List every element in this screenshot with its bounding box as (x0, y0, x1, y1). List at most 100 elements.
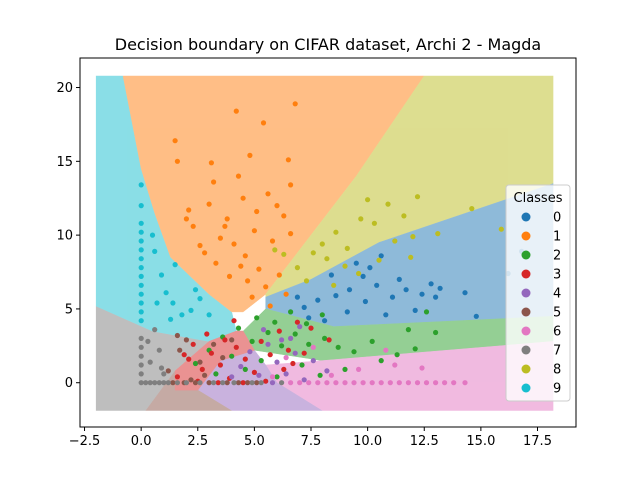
point-class-4 (265, 341, 271, 347)
point-class-9 (138, 203, 144, 209)
x-tick-label: 0.0 (131, 434, 152, 449)
legend-marker-5 (521, 307, 531, 317)
point-class-6 (462, 380, 468, 386)
point-class-1 (235, 173, 242, 179)
point-class-3 (190, 341, 196, 347)
point-class-7 (258, 380, 264, 386)
point-class-9 (170, 300, 176, 306)
point-class-1 (260, 120, 267, 126)
point-class-9 (138, 256, 144, 262)
point-class-6 (360, 380, 366, 386)
point-class-6 (297, 380, 303, 386)
point-class-2 (369, 338, 375, 344)
point-class-9 (138, 309, 144, 315)
legend-marker-8 (521, 364, 531, 374)
point-class-8 (310, 250, 316, 256)
point-class-6 (306, 380, 312, 386)
point-class-4 (238, 363, 244, 370)
point-class-2 (258, 358, 264, 364)
point-class-1 (274, 203, 280, 209)
point-class-1 (251, 228, 257, 234)
point-class-5 (211, 341, 217, 347)
point-class-7 (152, 327, 158, 333)
point-class-4 (279, 337, 285, 343)
point-class-8 (498, 226, 504, 232)
point-class-0 (344, 309, 350, 315)
point-class-8 (281, 251, 287, 257)
point-class-8 (303, 278, 310, 284)
point-class-8 (331, 282, 337, 288)
point-class-8 (319, 241, 325, 247)
point-class-9 (138, 291, 144, 297)
legend-label-9: 9 (553, 382, 561, 397)
chart-title: Decision boundary on CIFAR dataset, Arch… (115, 35, 541, 54)
point-class-1 (288, 182, 294, 188)
point-class-4 (269, 380, 276, 386)
point-class-7 (161, 380, 167, 386)
point-class-5 (165, 368, 171, 374)
point-class-9 (197, 296, 203, 302)
point-class-9 (138, 318, 144, 324)
point-class-5 (197, 359, 203, 365)
point-class-0 (433, 294, 439, 300)
point-class-8 (358, 216, 364, 222)
y-tick-label: 20 (56, 81, 73, 96)
point-class-9 (206, 312, 212, 318)
point-class-3 (267, 352, 273, 358)
point-class-0 (389, 294, 396, 300)
point-class-7 (138, 362, 144, 368)
point-class-8 (356, 270, 362, 277)
point-class-3 (181, 352, 187, 358)
legend-label-8: 8 (553, 363, 561, 378)
point-class-1 (288, 231, 294, 237)
point-class-6 (283, 355, 289, 361)
point-class-9 (192, 287, 199, 293)
point-class-0 (362, 298, 368, 305)
point-class-3 (301, 350, 307, 356)
point-class-6 (342, 380, 348, 386)
point-class-1 (172, 138, 178, 144)
point-class-7 (220, 380, 226, 386)
point-class-1 (213, 260, 219, 266)
point-class-2 (235, 325, 242, 331)
point-class-4 (229, 374, 235, 380)
point-class-1 (292, 101, 298, 107)
point-class-7 (147, 359, 153, 365)
point-class-3 (186, 356, 192, 362)
y-tick-label: 0 (65, 376, 73, 391)
point-class-1 (224, 216, 230, 222)
point-class-9 (172, 262, 178, 268)
legend-marker-1 (521, 231, 531, 241)
point-class-2 (322, 335, 328, 341)
point-class-9 (138, 238, 144, 244)
point-class-9 (138, 182, 144, 188)
point-class-7 (174, 380, 180, 386)
point-class-8 (469, 206, 475, 212)
point-class-1 (183, 216, 189, 222)
y-tick-label: 15 (56, 155, 73, 170)
point-class-1 (197, 242, 203, 249)
point-class-9 (138, 220, 144, 226)
point-class-1 (276, 272, 282, 278)
point-class-8 (408, 254, 414, 260)
point-class-3 (233, 344, 239, 350)
point-class-4 (297, 324, 303, 330)
point-class-8 (324, 256, 330, 262)
point-class-6 (451, 380, 457, 386)
legend-title: Classes (514, 191, 563, 206)
point-class-1 (247, 152, 253, 158)
scatter-points (138, 101, 525, 386)
point-class-2 (306, 341, 312, 347)
point-class-9 (152, 248, 158, 254)
point-class-4 (301, 377, 307, 383)
point-class-0 (367, 265, 373, 271)
point-class-4 (310, 358, 316, 364)
x-tick-label: 17.5 (523, 434, 552, 449)
point-class-9 (138, 300, 144, 306)
point-class-3 (294, 319, 300, 325)
point-class-3 (242, 356, 248, 362)
point-class-6 (351, 380, 357, 386)
point-class-2 (272, 319, 278, 325)
point-class-7 (143, 380, 149, 386)
point-class-1 (186, 207, 192, 213)
